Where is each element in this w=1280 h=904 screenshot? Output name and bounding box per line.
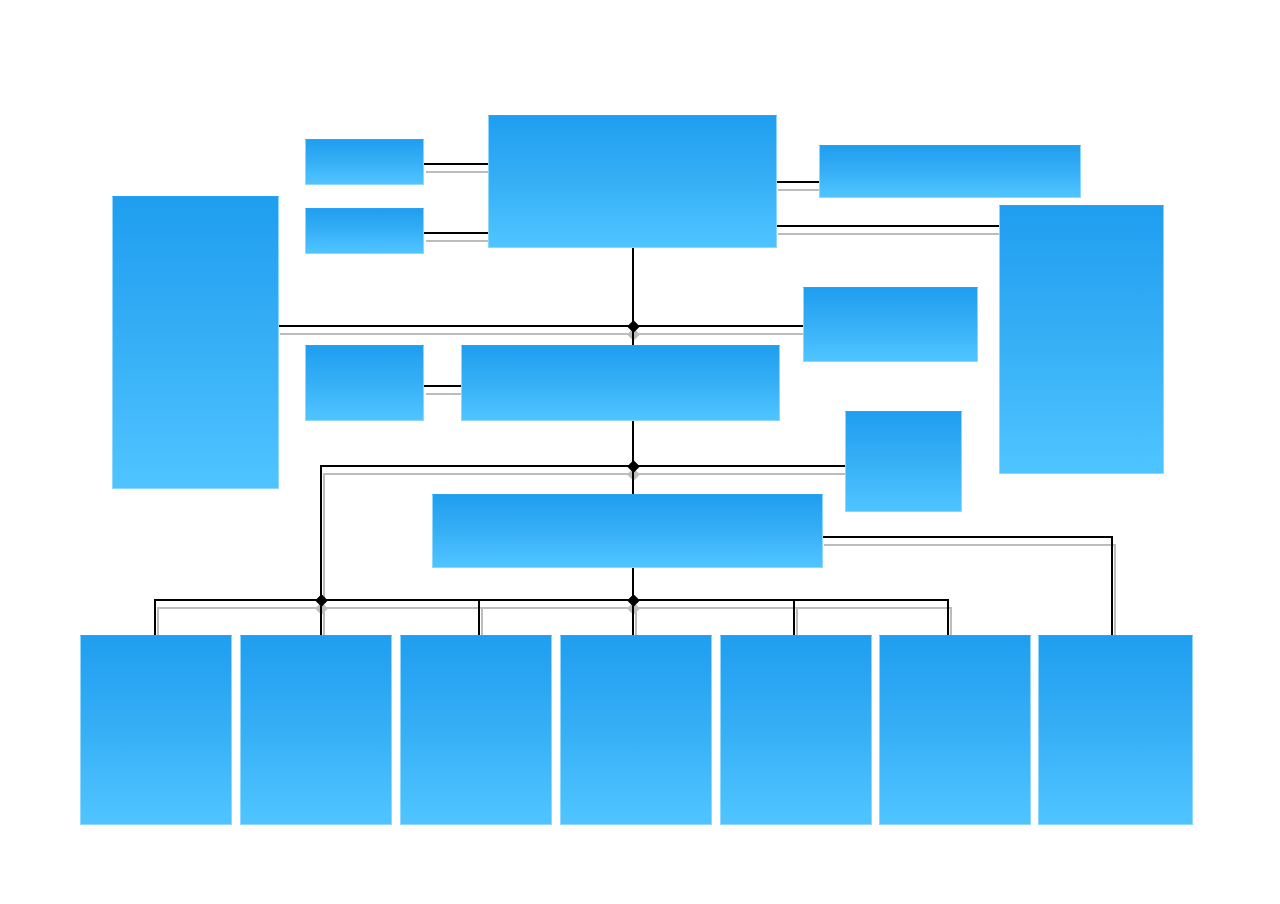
- node-top-small-2[interactable]: [305, 208, 424, 254]
- connector-leaf-drop-3: [478, 599, 480, 637]
- connector-root-topright: [775, 181, 822, 183]
- node-root[interactable]: [488, 115, 777, 248]
- connector-leaf-drop-1: [154, 599, 156, 637]
- node-leaf-2[interactable]: [240, 635, 392, 825]
- connector-root-topright-shadow: [778, 189, 825, 191]
- connector-midsmall-midwide: [423, 385, 465, 387]
- connector-level3-right-arm: [821, 536, 1113, 538]
- connector-left-riser: [320, 465, 322, 602]
- connector-leaf-drop-5-shadow: [796, 607, 798, 637]
- connector-leaf-bus-shadow: [157, 607, 952, 609]
- node-top-small-1[interactable]: [305, 139, 424, 185]
- connector-leaf-drop-3-shadow: [481, 607, 483, 637]
- connector-midsmall-midwide-shadow: [426, 393, 468, 395]
- node-leaf-7[interactable]: [1038, 635, 1193, 825]
- connector-leaf-drop-4: [632, 599, 634, 637]
- connector-leaf-bus: [154, 599, 949, 601]
- connector-leaf-drop-5: [793, 599, 795, 637]
- connector-leaf-drop-1-shadow: [157, 607, 159, 637]
- node-mid-right[interactable]: [803, 287, 978, 362]
- connector-root-righttall-shadow: [778, 233, 1005, 235]
- connector-root-spine: [632, 246, 634, 348]
- connector-leaf-drop-6-shadow: [950, 607, 952, 637]
- connector-lefttall-midright: [277, 325, 807, 327]
- connector-small1-root-shadow: [426, 171, 494, 173]
- node-mid-small[interactable]: [305, 345, 424, 421]
- connector-leaf-drop-2-shadow: [323, 607, 325, 637]
- connector-level3-right-arm-shadow: [824, 544, 1116, 546]
- node-square-right[interactable]: [845, 411, 962, 512]
- node-leaf-5[interactable]: [720, 635, 872, 825]
- connector-midwide-spine: [632, 419, 634, 497]
- connector-leaf-drop-2: [320, 599, 322, 637]
- node-top-right[interactable]: [819, 145, 1081, 198]
- connector-leaf-drop-4-shadow: [635, 607, 637, 637]
- connector-midwide-squareright-shadow: [323, 473, 851, 475]
- node-leaf-1[interactable]: [80, 635, 232, 825]
- node-left-tall[interactable]: [112, 196, 279, 489]
- node-right-tall[interactable]: [999, 205, 1164, 474]
- connector-leaf-drop-6: [947, 599, 949, 637]
- connector-small2-root: [423, 232, 491, 234]
- connector-small1-root: [423, 163, 491, 165]
- node-level3[interactable]: [432, 494, 823, 568]
- connector-level3-right-drop-shadow: [1114, 544, 1116, 636]
- connector-small2-root-shadow: [426, 240, 494, 242]
- node-leaf-6[interactable]: [879, 635, 1031, 825]
- node-mid-wide[interactable]: [461, 345, 780, 421]
- connector-left-riser-shadow: [323, 473, 325, 602]
- connector-midwide-squareright: [320, 465, 848, 467]
- connector-lefttall-midright-shadow: [280, 333, 810, 335]
- node-leaf-4[interactable]: [560, 635, 712, 825]
- connector-level3-right-drop: [1111, 536, 1113, 636]
- node-leaf-3[interactable]: [400, 635, 552, 825]
- connector-root-righttall: [775, 225, 1002, 227]
